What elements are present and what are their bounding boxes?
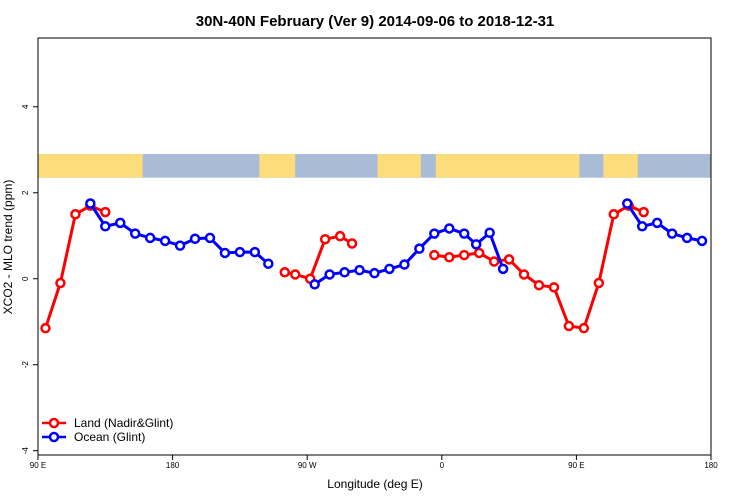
x-tick-label: 90 E (568, 461, 584, 470)
ocean-point (204, 232, 216, 244)
x-tick-label: 90 W (298, 461, 317, 470)
series-layer (40, 198, 708, 334)
ocean-point (497, 263, 509, 275)
ocean-point (219, 247, 231, 259)
chart-title: 30N-40N February (Ver 9) 2014-09-06 to 2… (196, 13, 555, 30)
plot-frame (37, 37, 712, 456)
ocean-point (174, 240, 186, 251)
land-point (473, 247, 485, 259)
ocean-point (339, 267, 350, 278)
legend-land-label: Land (Nadir&Glint) (74, 416, 173, 430)
x-tick-label: 180 (704, 461, 718, 470)
ocean-point (470, 239, 482, 250)
x-tick-label: 0 (440, 461, 445, 470)
ocean-point (159, 235, 171, 247)
land-point (70, 209, 81, 220)
legend-ocean-marker (48, 431, 60, 443)
legend-land-marker (48, 417, 60, 429)
ocean-point (636, 221, 648, 232)
land-point (638, 206, 649, 218)
map-land (603, 154, 638, 178)
land-point (319, 233, 331, 245)
y-axis: -4 -2 0 2 4 (21, 104, 38, 454)
ocean-point (85, 198, 96, 209)
y-tick-label: 2 (21, 190, 30, 195)
land-point (346, 238, 358, 249)
land-point (563, 320, 575, 332)
map-land (259, 154, 296, 178)
ocean-point (696, 235, 708, 247)
ocean-point (263, 258, 274, 269)
land-point (488, 256, 500, 267)
land-point (289, 269, 301, 280)
y-tick-label: 0 (21, 276, 30, 281)
x-tick-label: 90 E (30, 461, 46, 470)
map-land (38, 154, 143, 178)
ocean-point (651, 217, 663, 229)
ocean-point (324, 269, 335, 280)
x-tick-label: 180 (166, 461, 180, 470)
land-point (533, 279, 545, 291)
ocean-point (621, 198, 633, 209)
land-point (40, 322, 51, 334)
ocean-point (681, 232, 693, 244)
ocean-point (354, 264, 365, 276)
map-land (435, 154, 580, 178)
ocean-point (129, 228, 141, 239)
land-series-line (434, 204, 645, 330)
land-point (334, 230, 346, 242)
ocean-point (100, 221, 111, 232)
land-point (458, 249, 470, 261)
ocean-point (249, 246, 261, 258)
ocean-point (384, 263, 395, 275)
land-point (100, 206, 111, 218)
ocean-point (458, 228, 470, 239)
land-point (279, 267, 291, 278)
land-point (548, 282, 560, 293)
ocean-point (444, 223, 455, 234)
land-point (518, 269, 530, 280)
land-point (444, 251, 455, 263)
legend-ocean-label: Ocean (Glint) (74, 430, 145, 444)
land-point (429, 249, 440, 261)
ocean-point (189, 233, 201, 245)
x-axis-label: Longitude (deg E) (327, 477, 422, 491)
land-series-line (44, 204, 106, 329)
legend: Land (Nadir&Glint) Ocean (Glint) (42, 416, 173, 444)
land-point (593, 277, 605, 289)
y-tick-label: -2 (21, 361, 30, 369)
land-point (578, 322, 590, 334)
y-axis-label: XCO2 - MLO trend (ppm) (1, 180, 15, 315)
ocean-point (369, 267, 380, 279)
ocean-point (399, 259, 410, 270)
y-tick-label: 4 (21, 104, 30, 109)
ocean-point (414, 243, 425, 254)
ocean-point (666, 228, 678, 239)
ocean-point (429, 228, 440, 239)
land-point (503, 254, 515, 265)
x-axis: 90 E 180 90 W 0 90 E 180 (30, 455, 718, 470)
ocean-point (309, 279, 320, 290)
y-tick-label: -4 (21, 447, 30, 455)
ocean-point (234, 246, 246, 258)
land-point (55, 277, 66, 289)
map-land (377, 154, 421, 178)
world-map-band (38, 154, 711, 178)
ocean-point (144, 232, 156, 244)
land-point (608, 209, 620, 220)
ocean-point (115, 217, 126, 229)
ocean-point (484, 227, 495, 238)
